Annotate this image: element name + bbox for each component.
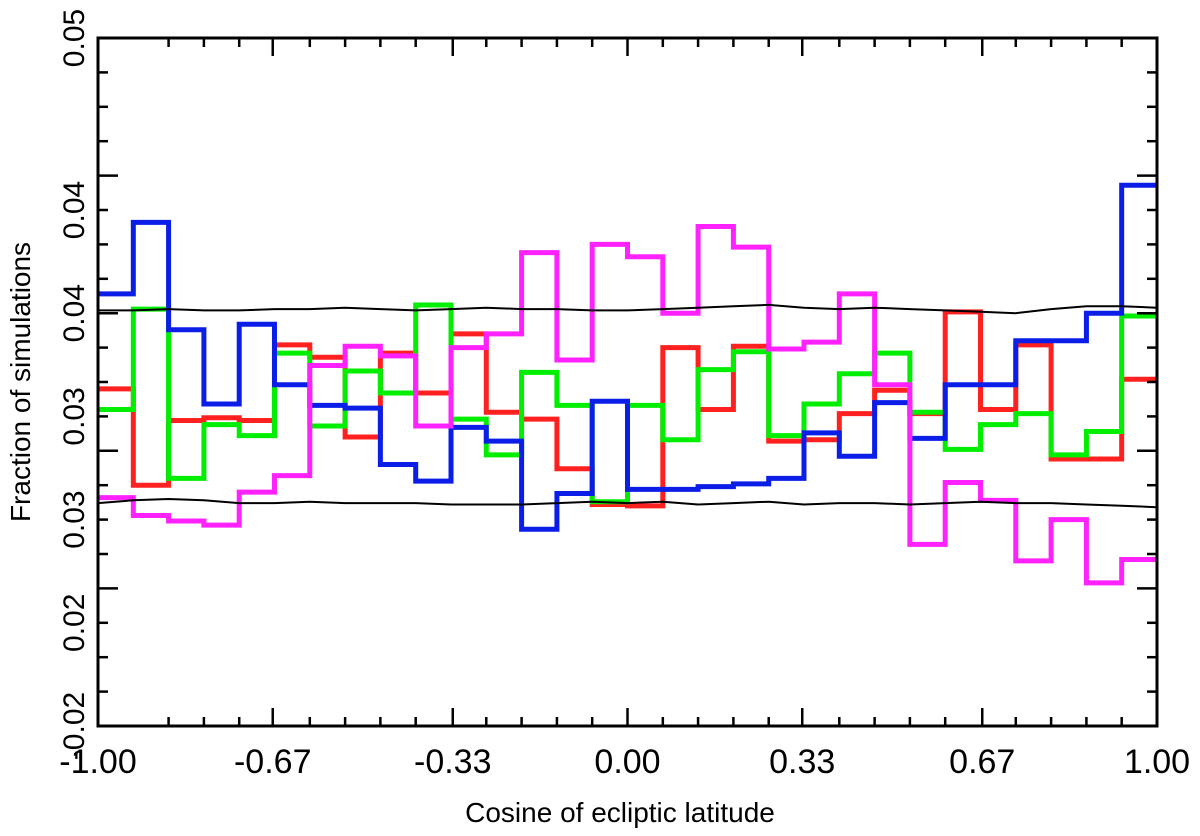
x-tick-label: -1.00: [59, 743, 137, 781]
x-tick-label: 1.00: [1124, 743, 1190, 781]
y-tick-label: -0.02: [58, 692, 91, 760]
x-tick-labels: -1.00 -0.67 -0.33 0.00 0.33 0.67 1.00: [59, 743, 1190, 781]
tick-layer: [96, 36, 1159, 728]
x-tick-label: -0.33: [414, 743, 492, 781]
y-tick-label: 0.03: [58, 490, 91, 548]
x-tick-label: 0.67: [949, 743, 1015, 781]
y-tick-labels: -0.02 0.02 0.03 0.03 0.04 0.04 0.05: [58, 9, 91, 760]
x-tick-label: 0.00: [594, 743, 660, 781]
y-tick-label: 0.03: [58, 387, 91, 445]
envelope-upper-curve: [98, 303, 1158, 315]
y-tick-label: 0.05: [58, 9, 91, 67]
envelope-lower-curve: [97, 497, 1158, 509]
y-tick-label: 0.04: [58, 284, 91, 342]
series-layer: [98, 182, 1157, 586]
histogram-series-3: [98, 182, 1157, 532]
x-tick-label: -0.67: [234, 743, 312, 781]
histogram-series-4: [98, 224, 1157, 586]
plot-frame: [96, 36, 1159, 728]
x-axis-title: Cosine of ecliptic latitude: [465, 797, 775, 828]
x-tick-label: 0.33: [769, 743, 835, 781]
y-tick-label: 0.04: [58, 181, 91, 239]
y-axis-title: Fraction of simulations: [5, 242, 36, 522]
y-tick-label: 0.02: [58, 594, 91, 652]
envelope-layer: [97, 303, 1158, 509]
